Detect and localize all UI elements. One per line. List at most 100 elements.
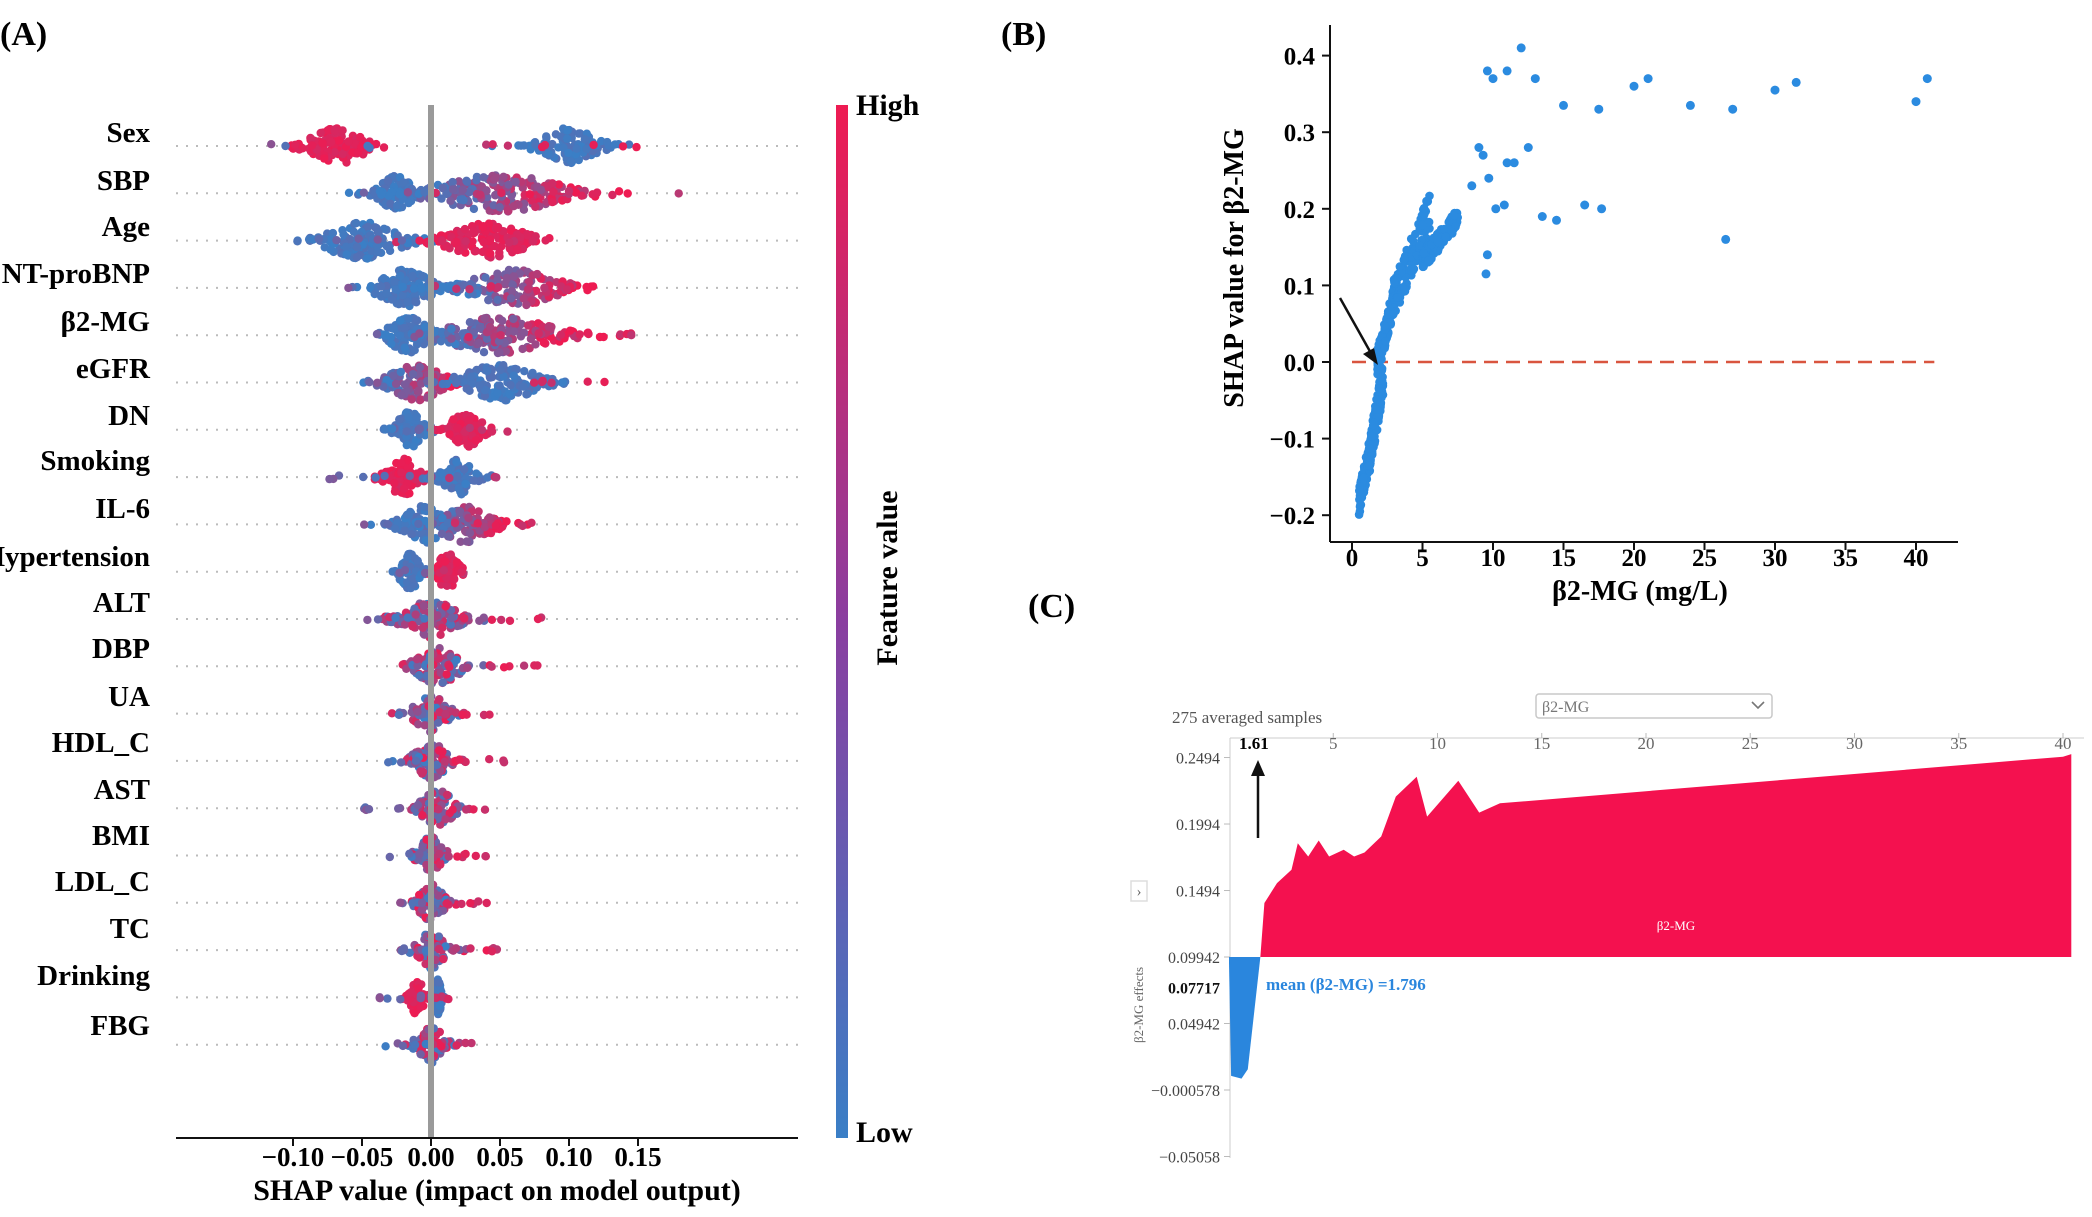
dependence-point xyxy=(1530,74,1540,84)
beeswarm-point xyxy=(441,602,450,611)
beeswarm-point xyxy=(415,890,424,900)
beeswarm-point xyxy=(420,630,429,639)
beeswarm-point xyxy=(437,843,446,852)
dependence-point xyxy=(1419,203,1429,213)
beeswarm-point xyxy=(566,157,576,166)
beeswarm-point xyxy=(438,282,447,291)
beeswarm-point xyxy=(398,1041,408,1051)
dependence-point xyxy=(1373,412,1383,421)
beeswarm-point xyxy=(479,173,488,182)
beeswarm-point xyxy=(511,364,520,374)
beeswarm-point xyxy=(499,372,508,381)
beeswarm-point xyxy=(328,228,338,238)
beeswarm-point xyxy=(377,190,386,199)
beeswarm-point xyxy=(356,132,365,142)
beeswarm-point xyxy=(448,805,457,814)
dependence-point xyxy=(1502,158,1512,168)
feature-select[interactable] xyxy=(1535,693,1773,719)
colorbar-high-label: High xyxy=(856,89,920,122)
beeswarm-point xyxy=(434,746,444,755)
beeswarm-point xyxy=(471,246,481,256)
beeswarm-point xyxy=(466,944,475,953)
beeswarm-point xyxy=(398,282,407,292)
beeswarm-point xyxy=(464,332,473,342)
beeswarm-point xyxy=(452,284,461,293)
feature-label-hdl-c: HDL_C xyxy=(52,727,150,759)
beeswarm-point xyxy=(465,528,475,538)
feature-label-dn: DN xyxy=(108,400,150,432)
beeswarm-point xyxy=(388,424,397,433)
y-tick-label: −0.2 xyxy=(1270,503,1316,530)
beeswarm-point xyxy=(446,620,456,629)
pointer-arrow xyxy=(1338,297,1374,356)
beeswarm-point xyxy=(418,843,427,852)
positive-effect-area xyxy=(1260,754,2072,958)
beeswarm-point xyxy=(458,185,467,194)
beeswarm-point xyxy=(293,237,302,246)
beeswarm-point xyxy=(531,340,540,349)
beeswarm-point xyxy=(463,440,472,450)
beeswarm-point xyxy=(480,522,490,532)
expand-button[interactable] xyxy=(1130,880,1148,902)
feature-label-hypertension: Hypertension xyxy=(0,541,150,573)
x-tick-label: 40 xyxy=(2055,734,2072,753)
y-tick-label: −0.1 xyxy=(1270,427,1316,454)
beeswarm-point xyxy=(437,1042,446,1051)
feature-label-sex: Sex xyxy=(107,117,151,149)
beeswarm-point xyxy=(445,662,454,672)
beeswarm-point xyxy=(443,790,452,800)
beeswarm-point xyxy=(388,371,398,381)
beeswarm-point xyxy=(379,274,388,283)
beeswarm-point xyxy=(395,190,404,199)
beeswarm-point xyxy=(497,188,506,198)
feature-label-sbp: SBP xyxy=(97,165,150,197)
beeswarm-point xyxy=(413,556,422,565)
beeswarm-point xyxy=(575,330,584,339)
beeswarm-point xyxy=(412,412,421,421)
beeswarm-point xyxy=(452,457,461,467)
beeswarm-point xyxy=(487,615,497,624)
beeswarm-point xyxy=(409,284,419,293)
beeswarm-point xyxy=(528,368,537,378)
beeswarm-point xyxy=(475,323,485,332)
beeswarm-point xyxy=(409,442,418,451)
beeswarm-point xyxy=(563,126,572,135)
beeswarm-point xyxy=(469,204,479,214)
dependence-point xyxy=(1447,227,1457,236)
beeswarm-point xyxy=(442,581,452,590)
beeswarm-point xyxy=(445,473,454,483)
beeswarm-point xyxy=(281,141,290,151)
feature-label--2-mg: β2-MG xyxy=(61,306,150,338)
beeswarm-point xyxy=(416,1003,425,1012)
beeswarm-point xyxy=(396,758,406,767)
x-tick-label: 35 xyxy=(1833,545,1858,572)
y-axis-label: β2-MG effects xyxy=(1131,967,1146,1043)
panel-b: (B) −0.2 −0.1 0.0 0.1 0.2 0.3 0.4 0 5 10 15 20 25 30… xyxy=(1001,16,1958,607)
beeswarm-point xyxy=(451,944,461,953)
beeswarm-point xyxy=(410,1040,420,1050)
beeswarm-point xyxy=(344,137,353,146)
y-tick-label: 0.1994 xyxy=(1176,817,1220,834)
y-tick-label: 0.1 xyxy=(1284,273,1315,300)
dependence-point xyxy=(1424,217,1434,227)
beeswarm-point xyxy=(564,148,573,158)
dependence-point xyxy=(1481,269,1491,279)
beeswarm-point xyxy=(432,760,442,769)
beeswarm-point xyxy=(513,245,522,255)
beeswarm-point xyxy=(519,382,528,391)
dependence-point xyxy=(1911,97,1921,107)
beeswarm-point xyxy=(418,271,427,281)
beeswarm-point xyxy=(414,386,423,395)
x-tick-label: 35 xyxy=(1950,734,1967,753)
beeswarm-point xyxy=(350,139,360,148)
beeswarm-point xyxy=(418,767,428,777)
x-tick-label: 30 xyxy=(1846,734,1863,753)
beeswarm-point xyxy=(396,995,405,1004)
beeswarm-point xyxy=(485,755,494,764)
dependence-point xyxy=(1509,158,1519,168)
beeswarm-point xyxy=(493,269,502,278)
dependence-point xyxy=(1580,200,1590,210)
beeswarm-point xyxy=(457,899,466,909)
beeswarm-point xyxy=(381,425,390,434)
beeswarm-point xyxy=(447,324,456,333)
